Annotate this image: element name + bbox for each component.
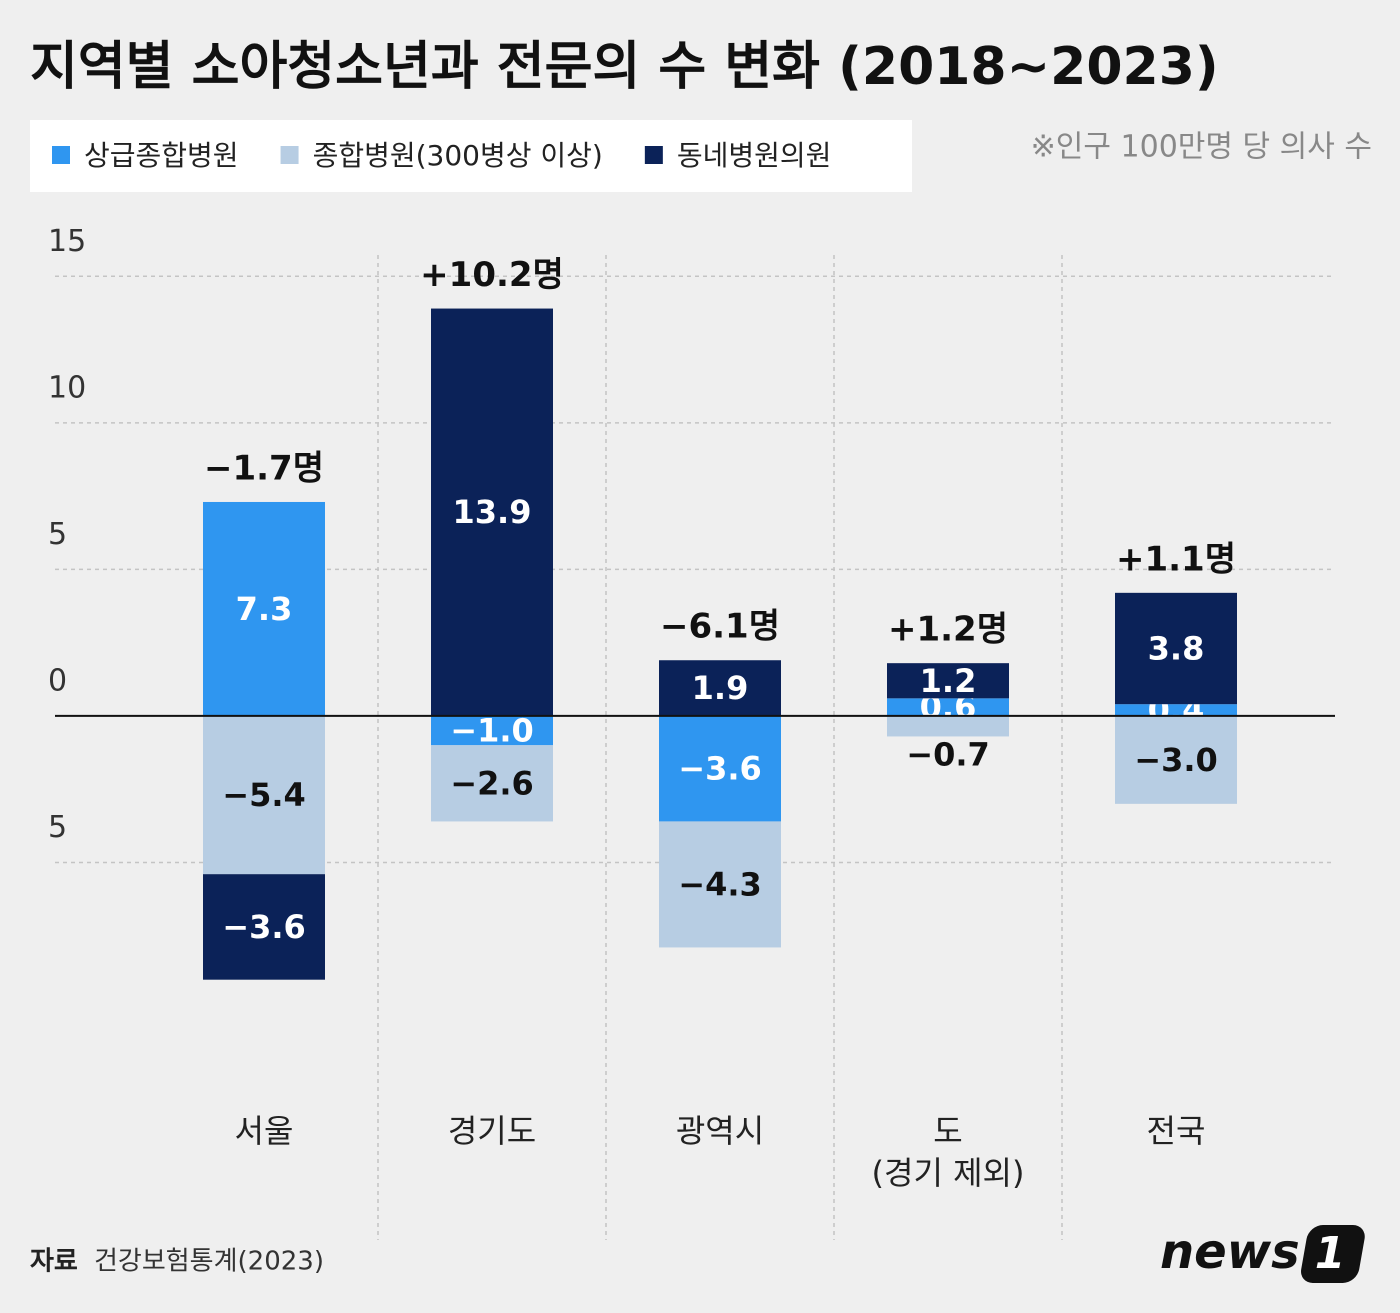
x-tick-label: 광역시: [675, 1112, 765, 1150]
y-tick-label: 5: [48, 810, 67, 845]
logo-badge: [1301, 1225, 1365, 1283]
total-label: +1.2명: [888, 610, 1008, 650]
bar: [431, 745, 553, 822]
legend-swatch: [280, 146, 299, 164]
logo-badge-text: 1: [1315, 1228, 1346, 1279]
source-label: 자료: [30, 1247, 78, 1277]
value-label: −3.6: [222, 908, 306, 946]
total-label: +1.1명: [1116, 539, 1236, 579]
bar: [659, 821, 781, 948]
bar: [659, 715, 781, 822]
bar: [887, 663, 1009, 699]
bar: [203, 874, 325, 980]
legend-swatch: [644, 146, 663, 164]
bar: [431, 715, 553, 746]
legend-box: [30, 120, 912, 192]
x-tick-label: 도 (경기 제외): [871, 1112, 1025, 1192]
legend-label: 동네병원의원: [677, 139, 832, 172]
chart-title: 지역별 소아청소년과 전문의 수 변화 (2018~2023): [30, 37, 1219, 97]
y-tick-label: 5: [48, 517, 67, 552]
value-label: 1.9: [692, 669, 749, 707]
legend-swatch: [52, 146, 70, 164]
value-label: −3.6: [678, 750, 762, 788]
value-label: 1.2: [920, 662, 977, 700]
value-label: −1.0: [450, 712, 534, 750]
value-label: −2.6: [450, 764, 534, 802]
legend-label: 상급종합병원: [84, 139, 239, 172]
y-tick-label: 15: [48, 224, 86, 259]
x-tick-label: 경기도: [447, 1112, 537, 1150]
total-label: −1.7명: [204, 448, 324, 488]
bar: [887, 698, 1009, 716]
value-label: −3.0: [1134, 741, 1218, 779]
y-tick-label: 10: [48, 370, 86, 405]
y-tick-label: 0: [48, 663, 67, 698]
bar: [1115, 715, 1237, 804]
logo: news: [1160, 1224, 1300, 1280]
total-label: +10.2명: [420, 255, 564, 295]
value-label: 3.8: [1148, 630, 1205, 668]
x-tick-label: 서울: [234, 1112, 294, 1150]
note: ※인구 100만명 당 의사 수: [1031, 130, 1372, 165]
bar: [1115, 592, 1237, 705]
bar: [203, 715, 325, 875]
x-tick-label: 전국: [1146, 1112, 1206, 1150]
value-label: −0.7: [906, 735, 990, 773]
total-label: −6.1명: [660, 607, 780, 647]
legend-label: 종합병원(300병상 이상): [313, 139, 603, 172]
bar: [659, 660, 781, 716]
value-label: 13.9: [453, 493, 532, 531]
value-label: −5.4: [222, 776, 306, 814]
bar: [887, 715, 1009, 737]
source: 건강보험통계(2023): [94, 1247, 324, 1277]
bar: [203, 501, 325, 716]
value-label: 7.3: [236, 590, 293, 628]
value-label: −4.3: [678, 865, 762, 903]
bar: [431, 308, 553, 716]
bar: [1115, 704, 1237, 716]
